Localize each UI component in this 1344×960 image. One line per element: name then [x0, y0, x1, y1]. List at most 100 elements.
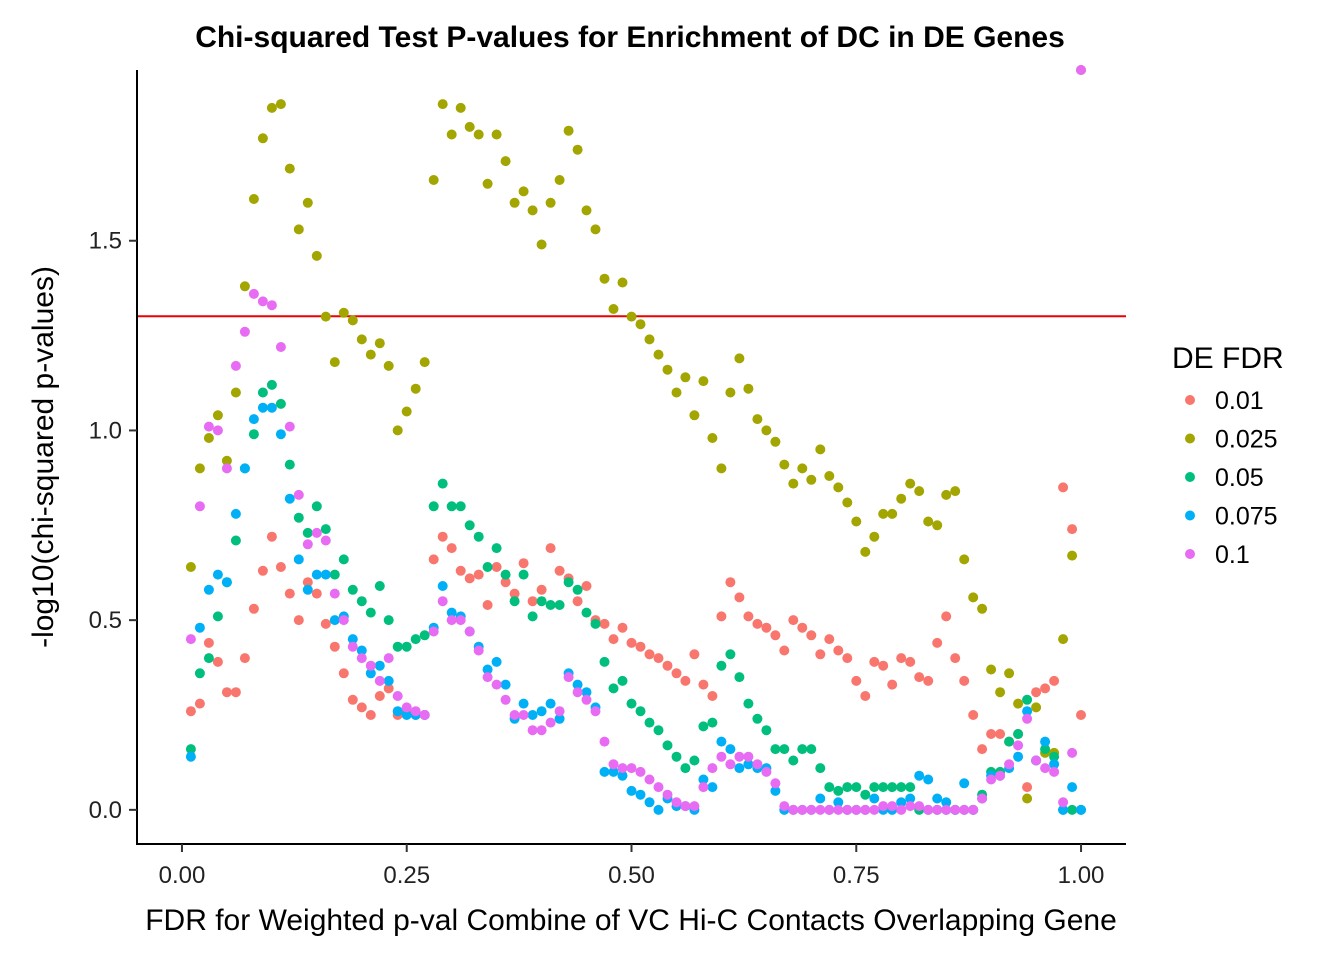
data-point: [185, 562, 196, 572]
data-point: [1067, 524, 1078, 535]
data-point: [725, 744, 736, 755]
data-point: [1049, 759, 1060, 770]
data-point: [725, 649, 736, 660]
data-point: [239, 326, 250, 337]
data-point: [878, 782, 889, 793]
data-point: [932, 637, 943, 648]
data-point: [842, 782, 853, 793]
data-point: [293, 512, 304, 523]
data-point: [581, 694, 592, 705]
data-point: [797, 622, 808, 633]
data-point: [230, 687, 241, 698]
data-point: [572, 144, 583, 155]
data-point: [455, 102, 466, 113]
data-point: [734, 751, 745, 762]
data-point: [644, 649, 655, 660]
data-point: [653, 804, 664, 815]
data-point: [716, 463, 727, 474]
series-4: [185, 65, 1086, 815]
data-point: [554, 565, 565, 576]
data-point: [959, 675, 970, 686]
data-point: [374, 581, 385, 591]
data-point: [275, 562, 286, 572]
data-point: [869, 804, 880, 815]
data-point: [302, 584, 313, 595]
data-point: [725, 577, 736, 588]
data-point: [518, 569, 529, 580]
data-point: [230, 360, 241, 371]
data-point: [977, 603, 988, 614]
data-point: [905, 478, 916, 489]
data-point: [1040, 683, 1051, 694]
data-point: [446, 607, 457, 618]
data-point: [599, 766, 610, 777]
data-point: [1058, 797, 1069, 808]
data-point: [563, 577, 574, 588]
data-point: [1022, 694, 1033, 705]
data-point: [491, 679, 502, 690]
data-point: [212, 569, 223, 580]
data-point: [851, 804, 862, 815]
data-point: [284, 493, 295, 504]
data-point: [293, 489, 304, 500]
data-point: [329, 357, 340, 368]
chart-title: Chi-squared Test P-values for Enrichment…: [195, 21, 1065, 54]
data-point: [338, 554, 349, 565]
data-point: [356, 596, 367, 607]
data-point: [536, 239, 547, 250]
legend-item: 0.025: [1185, 426, 1278, 454]
data-point: [986, 774, 997, 785]
data-point: [419, 710, 430, 720]
data-point: [716, 660, 727, 671]
legend-label: 0.075: [1215, 503, 1278, 531]
data-point: [437, 531, 448, 542]
data-point: [581, 607, 592, 618]
data-point: [1031, 755, 1042, 766]
data-point: [842, 804, 853, 815]
data-point: [590, 618, 601, 629]
x-tick-label: 0.75: [833, 862, 880, 889]
data-point: [815, 444, 826, 455]
data-point: [743, 751, 754, 762]
legend-swatch: [1185, 510, 1195, 521]
data-point: [293, 615, 304, 626]
data-point: [779, 801, 790, 812]
data-point: [482, 664, 493, 675]
data-point: [1067, 747, 1078, 758]
data-point: [716, 736, 727, 747]
data-point: [572, 687, 583, 698]
data-point: [662, 660, 673, 671]
data-point: [716, 611, 727, 622]
data-point: [284, 163, 295, 174]
data-point: [374, 338, 385, 349]
data-point: [185, 634, 196, 645]
data-point: [824, 634, 835, 645]
data-point: [275, 398, 286, 409]
data-point: [482, 600, 493, 610]
legend-item: 0.075: [1185, 503, 1278, 531]
data-point: [194, 698, 205, 709]
data-point: [518, 186, 529, 197]
data-point: [689, 755, 700, 766]
data-point: [383, 360, 394, 371]
data-point: [266, 402, 277, 413]
data-point: [257, 387, 268, 398]
data-point: [347, 634, 358, 645]
data-point: [995, 770, 1006, 781]
series-1: [185, 65, 1086, 804]
data-point: [815, 804, 826, 815]
data-point: [329, 569, 340, 580]
data-point: [473, 129, 484, 140]
data-point: [797, 804, 808, 815]
data-point: [698, 721, 709, 732]
data-point: [356, 702, 367, 713]
data-point: [410, 383, 421, 394]
data-point: [203, 637, 214, 648]
data-point: [617, 622, 628, 633]
data-point: [581, 581, 592, 591]
x-tick-label: 0.50: [608, 862, 655, 889]
data-point: [482, 562, 493, 572]
data-point: [410, 706, 421, 717]
data-point: [419, 630, 430, 641]
data-point: [968, 710, 979, 720]
